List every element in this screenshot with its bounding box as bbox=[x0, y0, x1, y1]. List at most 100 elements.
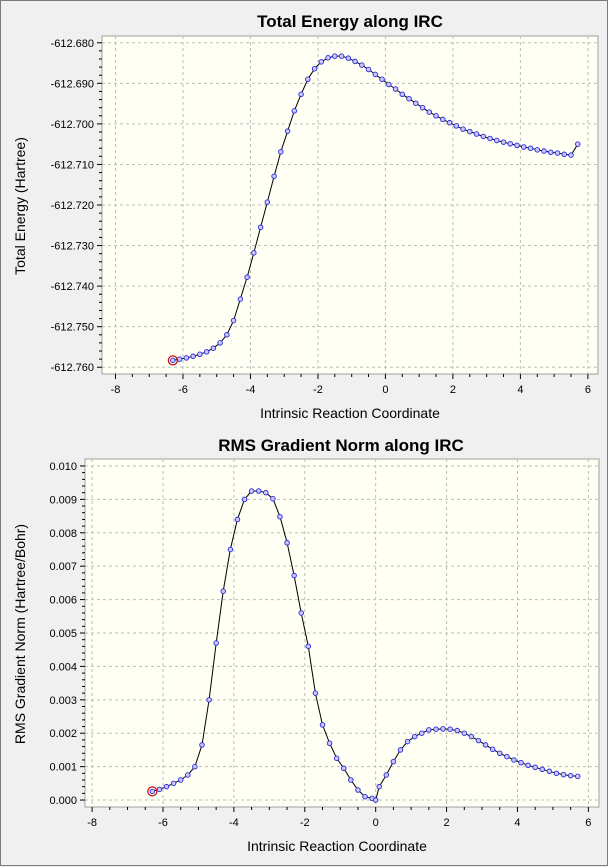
data-point bbox=[567, 772, 574, 779]
data-point bbox=[527, 145, 534, 151]
data-point bbox=[224, 332, 230, 338]
y-tick-label: -612.730 bbox=[51, 241, 94, 253]
y-tick-label: -612.720 bbox=[51, 200, 94, 212]
data-point bbox=[237, 296, 244, 302]
data-point bbox=[365, 66, 372, 73]
data-point bbox=[217, 340, 223, 346]
data-point bbox=[413, 100, 419, 106]
data-point bbox=[379, 76, 385, 83]
data-point bbox=[318, 59, 325, 65]
data-point bbox=[278, 149, 284, 155]
data-point bbox=[392, 86, 399, 92]
data-point bbox=[419, 730, 425, 736]
data-point bbox=[518, 759, 524, 766]
x-tick-label: 6 bbox=[585, 817, 591, 829]
data-point bbox=[553, 770, 560, 777]
plot-area bbox=[84, 458, 600, 808]
data-point bbox=[525, 762, 531, 769]
data-point bbox=[234, 516, 241, 523]
chart-title: Total Energy along IRC bbox=[257, 12, 443, 31]
data-point bbox=[163, 783, 170, 790]
data-point bbox=[454, 727, 460, 734]
data-point bbox=[326, 740, 333, 746]
x-tick-label: 0 bbox=[373, 817, 379, 829]
data-point bbox=[460, 126, 466, 132]
data-point bbox=[298, 91, 304, 98]
data-point bbox=[447, 726, 453, 732]
data-point bbox=[325, 55, 331, 61]
x-tick-label: 2 bbox=[450, 384, 456, 396]
data-point bbox=[263, 489, 269, 496]
data-point bbox=[332, 53, 338, 59]
data-point bbox=[489, 746, 496, 753]
data-point bbox=[284, 128, 291, 134]
data-point bbox=[244, 274, 250, 280]
x-tick-label: -4 bbox=[246, 384, 256, 396]
data-point bbox=[575, 141, 581, 147]
data-point bbox=[176, 356, 183, 362]
data-point bbox=[251, 250, 257, 256]
x-tick-label: 6 bbox=[585, 384, 591, 396]
x-tick-label: -4 bbox=[229, 817, 239, 829]
data-point bbox=[177, 777, 184, 783]
data-point bbox=[532, 764, 538, 771]
data-point bbox=[467, 128, 473, 135]
data-point bbox=[404, 738, 411, 745]
x-tick-label: 4 bbox=[514, 817, 520, 829]
y-tick-label: 0.009 bbox=[49, 494, 77, 506]
data-point bbox=[383, 772, 390, 778]
data-point bbox=[426, 109, 433, 115]
x-tick-label: -6 bbox=[178, 384, 188, 396]
rms-gradient-chart: RMS Gradient Norm along IRC Intrinsic Re… bbox=[12, 436, 600, 854]
data-point bbox=[426, 727, 432, 733]
data-point bbox=[554, 150, 561, 156]
data-point bbox=[461, 730, 468, 736]
x-tick-label: 4 bbox=[517, 384, 523, 396]
data-point bbox=[241, 496, 248, 503]
data-point bbox=[440, 726, 446, 732]
data-point bbox=[156, 786, 163, 793]
y-axis-title: Total Energy (Hartree) bbox=[12, 137, 28, 275]
data-point bbox=[514, 142, 520, 149]
data-point bbox=[468, 733, 475, 740]
data-point bbox=[433, 726, 439, 732]
data-point bbox=[298, 610, 304, 616]
x-tick-label: -8 bbox=[111, 384, 121, 396]
y-tick-label: -612.680 bbox=[51, 38, 94, 50]
data-point bbox=[291, 572, 297, 579]
data-point bbox=[352, 58, 358, 65]
data-point bbox=[348, 777, 354, 783]
data-point bbox=[561, 151, 568, 158]
data-point bbox=[419, 104, 426, 111]
y-tick-label: 0.002 bbox=[49, 728, 77, 740]
data-point bbox=[192, 763, 198, 770]
data-point bbox=[475, 737, 482, 744]
data-point bbox=[482, 742, 489, 748]
data-point bbox=[541, 148, 547, 154]
data-point bbox=[399, 91, 406, 98]
data-point bbox=[319, 722, 326, 728]
data-point bbox=[473, 131, 480, 137]
data-point bbox=[521, 144, 527, 150]
chart-title: RMS Gradient Norm along IRC bbox=[218, 436, 464, 455]
data-point bbox=[197, 351, 203, 358]
data-point bbox=[372, 797, 379, 803]
y-tick-label: 0.010 bbox=[49, 461, 77, 473]
data-point bbox=[257, 224, 264, 231]
x-axis-title: Intrinsic Reaction Coordinate bbox=[247, 838, 427, 854]
data-point bbox=[284, 540, 290, 546]
data-point bbox=[185, 772, 191, 778]
data-point bbox=[440, 116, 446, 123]
y-tick-label: -612.750 bbox=[51, 322, 94, 334]
data-point bbox=[338, 53, 345, 59]
data-point bbox=[199, 742, 205, 748]
total-energy-chart: Total Energy along IRC Intrinsic Reactio… bbox=[12, 12, 599, 421]
data-point bbox=[574, 773, 581, 780]
y-tick-label: -612.740 bbox=[51, 281, 94, 293]
x-tick-label: 2 bbox=[444, 817, 450, 829]
data-point bbox=[277, 513, 283, 520]
data-point bbox=[397, 747, 404, 753]
data-point bbox=[255, 488, 262, 494]
data-point bbox=[341, 765, 347, 772]
y-tick-label: 0.001 bbox=[49, 762, 77, 774]
